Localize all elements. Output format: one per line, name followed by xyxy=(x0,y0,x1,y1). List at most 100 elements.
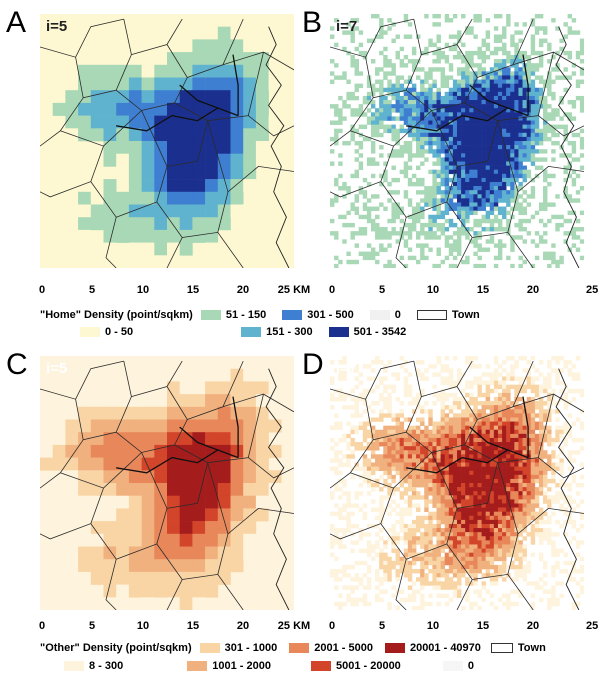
density-cell xyxy=(440,503,446,508)
density-cell xyxy=(518,519,523,525)
density-cell xyxy=(469,556,474,562)
density-cell xyxy=(506,22,511,27)
density-cell xyxy=(444,206,450,211)
density-cell xyxy=(497,437,503,443)
density-cell xyxy=(530,71,536,76)
density-cell xyxy=(375,251,380,257)
density-cell xyxy=(399,83,405,89)
density-cell xyxy=(342,437,347,443)
density-cell xyxy=(469,564,474,570)
density-cell xyxy=(567,153,573,158)
density-cell xyxy=(461,190,466,195)
density-cell xyxy=(510,38,515,43)
density-cell xyxy=(563,499,568,504)
density-cell xyxy=(334,425,339,431)
density-cell xyxy=(497,243,503,248)
density-cell xyxy=(497,569,503,574)
density-cell xyxy=(424,503,429,508)
density-cell xyxy=(543,491,548,496)
density-cell xyxy=(330,59,335,64)
density-cell xyxy=(473,507,478,512)
density-cell xyxy=(424,462,429,467)
density-cell xyxy=(448,190,454,195)
density-cell xyxy=(370,487,376,492)
density-cell xyxy=(518,186,523,191)
density-cell xyxy=(440,421,446,426)
density-cell xyxy=(497,597,503,603)
density-cell xyxy=(452,478,458,484)
density-cell xyxy=(493,50,499,56)
density-cell xyxy=(440,405,446,410)
density-cell xyxy=(411,409,417,414)
density-cell xyxy=(477,153,482,158)
density-cell xyxy=(440,388,446,394)
density-cell xyxy=(543,495,548,500)
density-cell xyxy=(342,181,347,187)
density-cell xyxy=(477,63,482,68)
density-cell xyxy=(452,231,458,236)
density-cell xyxy=(477,388,482,394)
density-cell xyxy=(420,83,425,89)
density-cell xyxy=(346,499,351,504)
density-cell xyxy=(205,368,219,382)
density-cell xyxy=(383,384,388,390)
density-cell xyxy=(497,59,503,64)
density-cell xyxy=(428,141,433,146)
density-cell xyxy=(547,528,552,533)
density-cell xyxy=(506,483,511,488)
density-cell xyxy=(428,569,433,574)
density-cell xyxy=(444,104,450,109)
density-cell xyxy=(477,450,482,455)
density-cell xyxy=(465,552,470,558)
density-cell xyxy=(493,91,499,97)
density-cell xyxy=(452,153,458,158)
density-cell xyxy=(506,165,511,170)
density-cell xyxy=(563,364,568,369)
density-cell xyxy=(420,190,425,195)
density-cell xyxy=(502,50,507,56)
density-cell xyxy=(502,540,507,545)
density-cell xyxy=(395,532,400,537)
density-cell xyxy=(563,128,568,134)
density-cell xyxy=(399,470,405,476)
density-cell xyxy=(411,478,417,484)
density-cell xyxy=(399,87,405,93)
density-cell xyxy=(497,218,503,224)
density-cell xyxy=(432,437,437,443)
density-cell xyxy=(350,368,355,373)
density-cell xyxy=(469,116,474,121)
density-cell xyxy=(514,59,519,64)
density-cell xyxy=(452,429,458,435)
boundary-line xyxy=(265,26,290,268)
density-cell xyxy=(342,569,347,574)
density-cell xyxy=(403,511,409,517)
density-cell xyxy=(436,157,441,162)
density-cell xyxy=(579,523,584,529)
density-cell xyxy=(362,401,368,406)
density-cell xyxy=(243,368,257,382)
density-cell xyxy=(362,124,368,130)
density-cell xyxy=(179,191,193,205)
density-cell xyxy=(366,251,372,257)
density-cell xyxy=(370,128,376,134)
density-cell xyxy=(518,50,523,56)
density-cell xyxy=(420,552,425,558)
density-cell xyxy=(420,112,425,117)
density-cell xyxy=(192,406,206,420)
density-cell xyxy=(192,559,206,573)
density-cell xyxy=(440,437,446,443)
density-cell xyxy=(506,511,511,517)
density-cell xyxy=(457,495,462,500)
density-cell xyxy=(465,120,470,125)
density-cell xyxy=(52,495,66,509)
density-cell xyxy=(485,589,491,594)
density-cell xyxy=(444,14,450,19)
density-cell xyxy=(489,132,495,138)
density-cell xyxy=(547,417,552,422)
density-cell xyxy=(179,483,193,496)
density-cell xyxy=(387,487,392,492)
density-cell xyxy=(477,376,482,381)
density-cell xyxy=(420,255,425,261)
density-cell xyxy=(518,79,523,84)
density-cell xyxy=(379,34,384,39)
